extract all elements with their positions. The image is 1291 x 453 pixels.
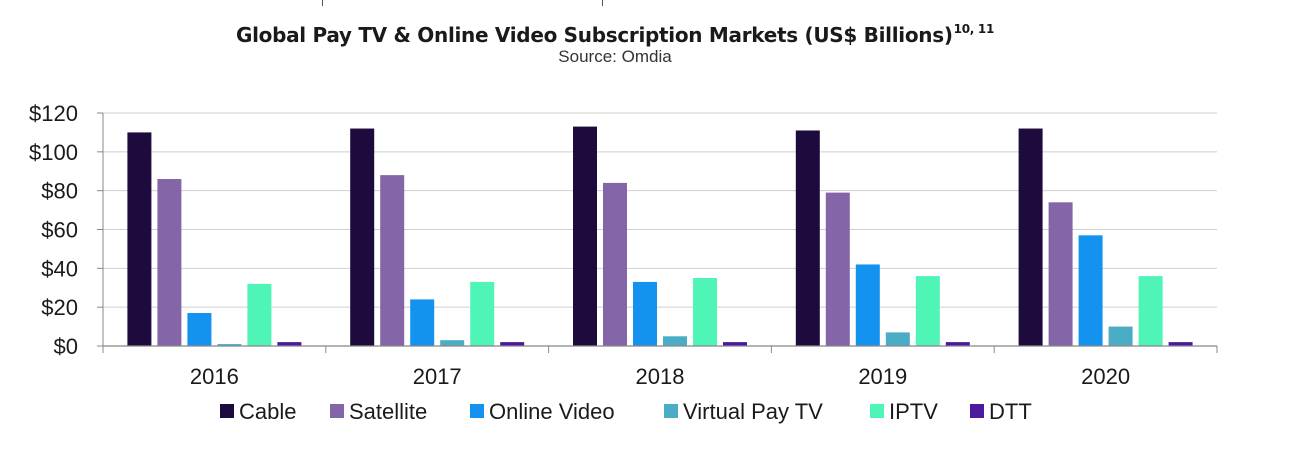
y-tick-label: $20 xyxy=(41,295,78,320)
bar xyxy=(915,276,940,346)
chart-title: Global Pay TV & Online Video Subscriptio… xyxy=(0,22,1230,47)
crop-mark xyxy=(322,0,323,6)
bar xyxy=(247,283,272,346)
legend-swatch xyxy=(870,404,884,418)
bar xyxy=(1108,326,1133,346)
bar xyxy=(157,179,182,346)
legend-label: Satellite xyxy=(349,399,427,424)
chart-subtitle: Source: Omdia xyxy=(558,47,672,66)
legend-label: Online Video xyxy=(489,399,615,424)
bar xyxy=(633,281,657,346)
y-tick-label: $60 xyxy=(41,218,78,243)
bar xyxy=(440,340,465,346)
legend: Cable Satellite Online Video Virtual Pay TV… xyxy=(220,399,1032,424)
bar xyxy=(380,175,405,346)
bar xyxy=(187,312,212,346)
bar xyxy=(127,132,152,346)
bar xyxy=(350,128,375,346)
bars xyxy=(127,126,1193,346)
crop-mark xyxy=(602,0,603,6)
bar xyxy=(825,192,850,346)
bar xyxy=(1138,276,1163,346)
y-tick-label: $120 xyxy=(29,101,78,126)
title-footnote-ref: 10, 11 xyxy=(953,22,995,36)
x-tick-label: 2020 xyxy=(1081,364,1130,389)
y-tick-label: $40 xyxy=(41,256,78,281)
bar xyxy=(470,281,495,346)
bar xyxy=(1048,202,1073,346)
bar xyxy=(723,342,747,346)
bar xyxy=(855,264,880,346)
legend-label: IPTV xyxy=(889,399,938,424)
bar xyxy=(663,336,687,346)
x-tick-label: 2016 xyxy=(190,364,239,389)
bar xyxy=(1078,235,1103,346)
legend-swatch xyxy=(220,404,234,418)
legend-label: DTT xyxy=(989,399,1032,424)
legend-swatch xyxy=(330,404,344,418)
bar xyxy=(573,126,597,346)
y-tick-label: $100 xyxy=(29,140,78,165)
legend-swatch xyxy=(970,404,984,418)
y-tick-label: $80 xyxy=(41,179,78,204)
legend-label: Cable xyxy=(239,399,296,424)
x-tick-label: 2018 xyxy=(636,364,685,389)
legend-swatch xyxy=(664,404,678,418)
y-tick-label: $0 xyxy=(54,334,78,359)
legend-label: Virtual Pay TV xyxy=(683,399,823,424)
bar xyxy=(945,342,970,346)
x-tick-label: 2017 xyxy=(413,364,462,389)
bar xyxy=(217,344,242,346)
chart-title-text: Global Pay TV & Online Video Subscriptio… xyxy=(235,23,953,47)
bar xyxy=(885,332,910,346)
bar xyxy=(410,299,435,346)
bar xyxy=(500,342,525,346)
bar xyxy=(1168,342,1193,346)
x-axis: 2016 2017 2018 2019 2020 xyxy=(102,345,1218,389)
legend-swatch xyxy=(470,404,484,418)
bar xyxy=(603,182,627,346)
bar xyxy=(693,278,717,346)
bar xyxy=(795,130,820,346)
x-tick-label: 2019 xyxy=(858,364,907,389)
chart-header: Global Pay TV & Online Video Subscriptio… xyxy=(0,22,1230,67)
bar xyxy=(1018,128,1043,346)
bar xyxy=(277,342,302,346)
y-axis: $0 $20 $40 $60 $80 $100 $120 xyxy=(29,101,104,359)
